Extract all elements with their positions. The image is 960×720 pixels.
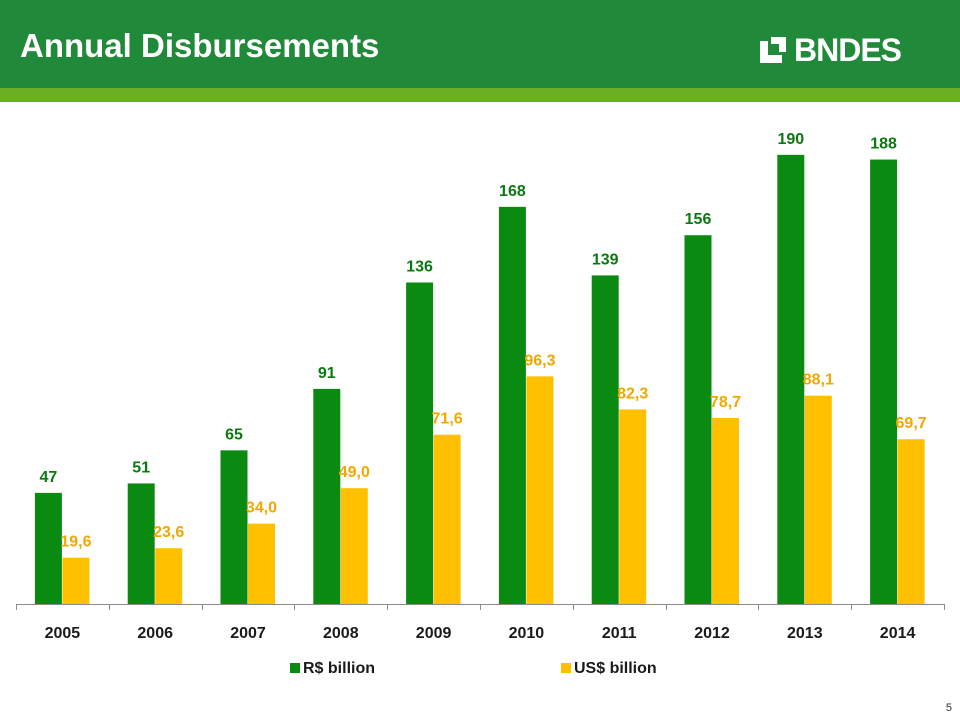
bar-usd-2009	[433, 434, 461, 604]
data-label-brl-2010: 168	[499, 183, 526, 200]
bar-brl-2008	[313, 388, 341, 604]
data-label-usd-2012: 78,7	[710, 394, 741, 411]
bar-usd-2013	[804, 395, 832, 604]
x-tick-label-2014: 2014	[880, 625, 916, 642]
data-label-usd-2010: 96,3	[524, 352, 555, 369]
x-tick-label-2007: 2007	[230, 625, 266, 642]
data-label-usd-2013: 88,1	[803, 372, 834, 389]
legend-label-brl: R$ billion	[303, 660, 375, 677]
x-tick-label-2010: 2010	[509, 625, 545, 642]
bar-usd-2014	[897, 439, 925, 604]
data-label-brl-2013: 190	[777, 131, 804, 148]
header-bar: Annual Disbursements BNDES	[0, 0, 960, 88]
data-label-usd-2008: 49,0	[339, 464, 370, 481]
bar-brl-2005	[34, 492, 62, 604]
bar-usd-2012	[712, 417, 739, 604]
bar-usd-2007	[248, 523, 275, 604]
data-label-brl-2005: 47	[40, 469, 58, 486]
data-label-usd-2007: 34,0	[246, 500, 277, 517]
bar-usd-2010	[526, 376, 554, 604]
bar-brl-2012	[684, 235, 712, 604]
x-tick-label-2011: 2011	[602, 625, 637, 642]
page-title: Annual Disbursements	[20, 27, 380, 64]
data-label-brl-2011: 139	[592, 251, 619, 268]
bndes-logo-mark-icon	[760, 37, 786, 63]
data-label-usd-2009: 71,6	[432, 411, 463, 428]
data-label-usd-2005: 19,6	[60, 534, 91, 551]
page-number: 5	[945, 702, 952, 714]
x-tick-label-2012: 2012	[694, 625, 730, 642]
bndes-logo: BNDES	[758, 30, 902, 70]
x-tick-label-2009: 2009	[416, 625, 452, 642]
x-tick-label-2008: 2008	[323, 625, 359, 642]
bar-brl-2013	[777, 154, 805, 604]
logo-text: BNDES	[794, 32, 902, 68]
header-stripe	[0, 88, 960, 102]
data-label-brl-2009: 136	[406, 258, 433, 275]
data-label-usd-2006: 23,6	[153, 524, 184, 541]
x-tick-label-2005: 2005	[45, 625, 81, 642]
data-label-usd-2011: 82,3	[617, 385, 648, 402]
bar-usd-2005	[62, 557, 90, 604]
bar-brl-2010	[498, 206, 526, 604]
data-label-brl-2012: 156	[685, 211, 712, 228]
bar-brl-2006	[127, 483, 155, 604]
legend-swatch-usd	[561, 663, 571, 673]
data-label-brl-2014: 188	[870, 136, 897, 153]
bar-usd-2008	[340, 488, 368, 604]
legend-swatch-brl	[290, 663, 300, 673]
legend-label-usd: US$ billion	[574, 660, 657, 677]
bar-brl-2014	[870, 159, 898, 604]
bar-usd-2006	[155, 548, 183, 604]
x-tick-label-2013: 2013	[787, 625, 823, 642]
data-label-brl-2008: 91	[318, 365, 336, 382]
data-label-brl-2006: 51	[132, 459, 150, 476]
bar-brl-2009	[406, 282, 434, 604]
data-label-usd-2014: 69,7	[896, 415, 927, 432]
data-label-brl-2007: 65	[225, 426, 243, 443]
bar-usd-2011	[619, 409, 647, 604]
bar-brl-2007	[220, 450, 248, 604]
x-tick-label-2006: 2006	[137, 625, 173, 642]
bar-brl-2011	[591, 275, 619, 604]
